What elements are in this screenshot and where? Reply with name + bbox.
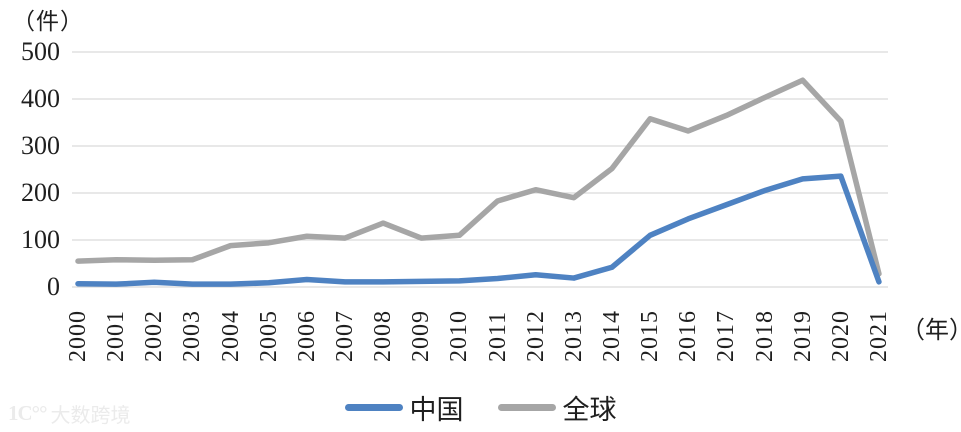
x-tick-label: 2000: [65, 310, 91, 362]
y-tick-label: 500: [21, 37, 60, 66]
x-tick-label: 2001: [103, 310, 130, 362]
x-axis-unit-label: （年）: [901, 318, 961, 344]
x-tick-label: 2021: [865, 310, 892, 362]
x-tick-label: 2016: [675, 310, 702, 362]
watermark: 1C°° 大数跨境: [8, 399, 130, 428]
series-line-全球: [75, 77, 882, 277]
x-tick-label: 2003: [179, 310, 206, 362]
x-tick-label: 2007: [331, 310, 358, 362]
y-axis-unit-label: （件）: [12, 9, 84, 34]
x-tick-label: 2015: [637, 310, 664, 362]
x-tick-label: 2020: [827, 310, 854, 362]
y-tick-label: 400: [21, 84, 60, 113]
x-tick-label: 2011: [484, 310, 511, 362]
y-tick-label: 0: [47, 272, 60, 301]
legend-line-china-icon: [344, 404, 403, 411]
legend-label-global: 全球: [562, 395, 617, 425]
x-tick-label: 2005: [255, 310, 282, 362]
x-tick-label: 2006: [293, 310, 320, 362]
watermark-logo-icon: 1C°°: [8, 401, 47, 425]
x-tick-label: 2017: [713, 310, 740, 362]
x-tick-label: 2013: [560, 310, 587, 362]
legend: 中国 全球: [0, 388, 961, 427]
legend-item-global: 全球: [497, 388, 617, 427]
legend-item-china: 中国: [344, 388, 464, 427]
x-tick-label: 2010: [446, 310, 473, 362]
series-line-中国: [75, 173, 882, 287]
x-tick-label: 2008: [370, 310, 397, 362]
y-tick-label: 300: [21, 131, 60, 160]
x-tick-label: 2004: [217, 310, 244, 362]
watermark-text: 大数跨境: [50, 405, 131, 427]
x-tick-label: 2018: [751, 310, 778, 362]
x-tick-label: 2014: [598, 310, 625, 362]
legend-line-global-icon: [497, 404, 556, 411]
y-tick-label: 100: [21, 225, 60, 254]
x-tick-label: 2002: [141, 310, 168, 362]
x-tick-label: 2019: [789, 310, 816, 362]
x-tick-label: 2009: [408, 310, 435, 362]
y-tick-label: 200: [21, 178, 60, 207]
x-tick-label: 2012: [522, 310, 549, 362]
legend-label-china: 中国: [409, 395, 464, 425]
